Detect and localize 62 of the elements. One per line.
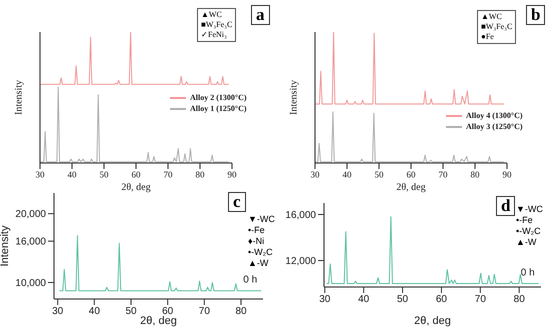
x-tick-label: 70 bbox=[164, 169, 173, 180]
annotation: ▲-W bbox=[248, 258, 270, 269]
panel-letter-box: c bbox=[228, 192, 246, 212]
x-tick-label: 40 bbox=[88, 306, 100, 318]
phase-key-box: ▲WC ■W₃Fe₃C ●Fe bbox=[477, 10, 516, 44]
series-label: 0 h bbox=[243, 274, 258, 286]
legend-label: Alloy 2 (1300°C) bbox=[190, 92, 247, 103]
x-tick-label: 50 bbox=[125, 306, 137, 318]
x-tick-label: 30 bbox=[52, 306, 64, 318]
legend-label: Alloy 3 (1250°C) bbox=[466, 121, 523, 132]
x-axis-title: 2θ, deg bbox=[140, 315, 177, 327]
y-axis-title: Intensity bbox=[288, 80, 300, 115]
x-tick-label: 80 bbox=[196, 169, 205, 180]
y-tick-label: 16,000 bbox=[15, 236, 46, 248]
y-tick-label: 16,000 bbox=[285, 210, 316, 222]
x-tick-label: 70 bbox=[198, 306, 210, 318]
y-axis-title: Intensity bbox=[0, 225, 11, 266]
panel-letter-box: b bbox=[526, 5, 546, 25]
x-tick-label: 70 bbox=[474, 294, 486, 306]
x-tick-label: 40 bbox=[342, 169, 352, 180]
x-tick-label: 30 bbox=[36, 169, 45, 180]
x-tick-label: 40 bbox=[358, 294, 370, 306]
x-tick-label: 60 bbox=[132, 169, 141, 180]
phase-key-box: ▲WC ■W₃Fe₃C ✓FeNi₃ bbox=[197, 8, 236, 42]
annotation: ▲-W bbox=[516, 237, 538, 248]
y-tick-label: 20,000 bbox=[15, 209, 46, 220]
annotation: ▼-WC bbox=[248, 214, 275, 225]
x-tick-label: 60 bbox=[162, 306, 174, 318]
annotation: •-Fe bbox=[516, 215, 534, 226]
x-tick-label: 50 bbox=[100, 169, 109, 180]
x-tick-label: 40 bbox=[68, 169, 77, 180]
x-tick-label: 30 bbox=[319, 294, 331, 306]
x-tick-label: 60 bbox=[406, 169, 416, 180]
annotation: •-W₂C bbox=[248, 247, 274, 258]
x-axis-title: 2θ, deg bbox=[121, 182, 151, 193]
y-tick-label: 12,000 bbox=[285, 256, 316, 268]
x-tick-label: 90 bbox=[502, 169, 512, 180]
annotation: ♦-Ni bbox=[248, 236, 266, 247]
x-tick-label: 90 bbox=[228, 169, 237, 180]
panel-letter-box: a bbox=[251, 5, 270, 25]
x-tick-label: 60 bbox=[436, 294, 448, 306]
legend-label: Alloy 1 (1250°C) bbox=[190, 103, 247, 114]
x-tick-label: 80 bbox=[514, 294, 526, 306]
x-tick-label: 30 bbox=[310, 169, 320, 180]
line-series bbox=[326, 216, 540, 284]
x-tick-label: 80 bbox=[235, 306, 247, 318]
x-tick-label: 50 bbox=[396, 294, 409, 306]
x-axis-title: 2θ, deg bbox=[396, 182, 426, 193]
annotation: •-Fe bbox=[248, 225, 266, 236]
y-axis-title: Intensity bbox=[14, 80, 25, 115]
x-tick-label: 80 bbox=[470, 169, 480, 180]
x-tick-label: 70 bbox=[438, 169, 448, 180]
x-tick-label: 50 bbox=[374, 169, 384, 180]
annotation: ●Fe bbox=[481, 32, 495, 42]
y-tick-label: 10,000 bbox=[15, 278, 46, 290]
x-axis-title: 2θ, deg bbox=[414, 315, 451, 327]
series-label: 0 h bbox=[520, 268, 535, 279]
annotation: •-W₂C bbox=[516, 226, 542, 237]
annotation: ✓FeNi₃ bbox=[201, 30, 228, 40]
annotation: ▼-WC bbox=[516, 204, 543, 215]
legend-label: Alloy 4 (1300°C) bbox=[466, 110, 523, 121]
panel-letter-box: d bbox=[496, 196, 516, 216]
